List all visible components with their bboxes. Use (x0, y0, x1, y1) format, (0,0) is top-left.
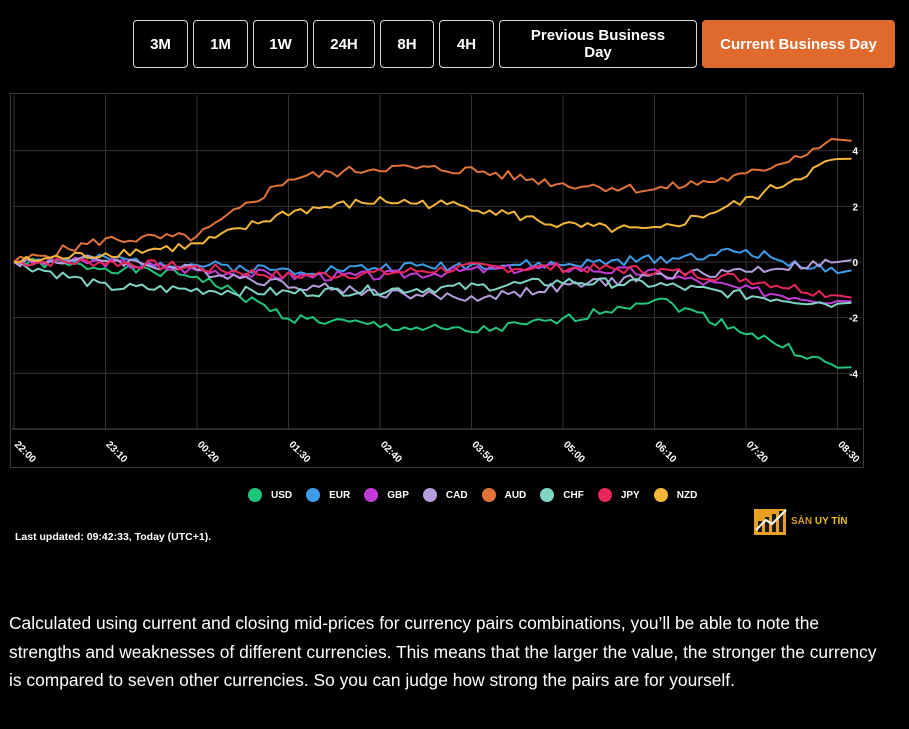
x-tick-label: 22:00 (12, 439, 38, 465)
series-line-jpy (13, 257, 852, 299)
legend-dot (364, 488, 379, 502)
x-tick-label: 08:30 (835, 439, 861, 465)
y-tick-label: -2 (849, 314, 858, 325)
legend-item-usd[interactable]: USD (248, 488, 292, 502)
chart-svg: 4 2 0 -2 -4 22:00 23:10 00:20 01:30 02:40 03:50 05:… (10, 93, 864, 468)
legend-dot (481, 488, 496, 502)
timeframe-button-3m[interactable]: 3M (133, 20, 188, 68)
legend-dot (540, 488, 555, 502)
series-line-cad (13, 254, 852, 302)
description-paragraph: Calculated using current and closing mid… (9, 613, 877, 690)
timeframe-selector: 3M 1M 1W 24H 8H 4H Previous Business Day… (133, 20, 895, 68)
timeframe-button-previous-business-day[interactable]: Previous Business Day (499, 20, 697, 68)
bar-chart-logo-icon (754, 509, 787, 535)
legend-dot (306, 488, 321, 502)
legend-item-cad[interactable]: CAD (422, 488, 468, 502)
legend-item-chf[interactable]: CHF (540, 488, 584, 502)
legend-label: GBP (387, 489, 409, 501)
y-tick-label: -4 (849, 369, 858, 380)
series-line-nzd (13, 157, 852, 264)
y-tick-label: 0 (852, 258, 858, 269)
legend-dot (653, 488, 668, 502)
legend-dot (422, 488, 437, 502)
legend-item-aud[interactable]: AUD (481, 488, 527, 502)
legend-label: AUD (504, 489, 527, 501)
legend-label: NZD (676, 489, 698, 501)
legend-label: CAD (445, 489, 468, 501)
y-tick-label: 2 (852, 202, 858, 213)
series-line-eur (13, 247, 852, 276)
timeframe-button-8h[interactable]: 8H (380, 20, 434, 68)
legend-item-gbp[interactable]: GBP (364, 488, 409, 502)
watermark-logo: SÀN UY TÍN (754, 506, 848, 536)
x-tick-label: 01:30 (286, 439, 312, 465)
chart-legend: USD EUR GBP CAD AUD CHF JPY NZD (248, 488, 697, 502)
series-line-chf (13, 260, 852, 308)
timeframe-button-4h[interactable]: 4H (439, 20, 494, 68)
legend-label: USD (271, 489, 293, 501)
legend-dot (597, 488, 612, 502)
series-line-usd (13, 257, 852, 369)
timeframe-button-1w[interactable]: 1W (253, 20, 308, 68)
last-updated-text: Last updated: 09:42:33, Today (UTC+1). (15, 531, 212, 543)
timeframe-button-24h[interactable]: 24H (313, 20, 375, 68)
legend-item-nzd[interactable]: NZD (653, 488, 698, 502)
series-line-gbp (13, 256, 852, 305)
watermark-text-part1: SÀN (791, 515, 815, 527)
y-tick-label: 4 (852, 147, 858, 158)
legend-dot (248, 488, 262, 502)
x-tick-label: 00:20 (195, 439, 221, 465)
x-tick-label: 23:10 (103, 439, 129, 465)
legend-label: JPY (620, 489, 640, 501)
x-tick-label: 06:10 (652, 439, 678, 465)
legend-label: EUR (329, 489, 351, 501)
legend-item-jpy[interactable]: JPY (597, 488, 640, 502)
currency-strength-chart: 4 2 0 -2 -4 22:00 23:10 00:20 01:30 02:40 03:50 05:… (10, 93, 864, 468)
timeframe-button-1m[interactable]: 1M (193, 20, 248, 68)
x-tick-label: 07:20 (744, 439, 770, 465)
chart-frame (10, 93, 864, 468)
x-tick-label: 03:50 (469, 439, 495, 465)
series-line-aud (13, 138, 852, 263)
timeframe-button-current-business-day[interactable]: Current Business Day (702, 20, 895, 68)
legend-item-eur[interactable]: EUR (306, 488, 350, 502)
legend-label: CHF (563, 489, 584, 501)
x-tick-label: 05:00 (561, 439, 587, 465)
x-tick-label: 02:40 (378, 439, 404, 465)
watermark-text-part2: UY TÍN (814, 515, 848, 527)
